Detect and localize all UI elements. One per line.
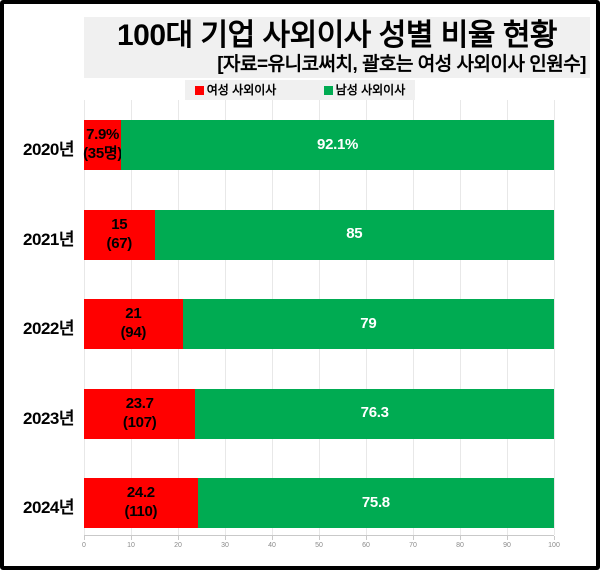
year-label: 2022년 [23, 319, 74, 338]
x-tick-label: 90 [503, 542, 511, 549]
page-subtitle: [자료=유니코써치, 괄호는 여성 사외이사 인원수] [217, 53, 586, 75]
year-label: 2020년 [23, 140, 74, 159]
x-tick-mark [460, 536, 461, 540]
female-bar-label: 15 (67) [106, 215, 133, 252]
female-bar-segment: 15 (67) [84, 209, 155, 260]
female-bar-segment: 21 (94) [84, 299, 183, 349]
x-tick-mark [131, 536, 132, 540]
legend-item-female: 여성 사외이사 [194, 81, 277, 98]
x-tick-mark [272, 536, 273, 540]
female-swatch-icon [194, 86, 204, 95]
header-box: 100대 기업 사외이사 성별 비율 현황 [자료=유니코써치, 괄호는 여성 … [84, 17, 590, 79]
x-tick-label: 80 [456, 542, 464, 549]
male-bar-label: 85 [346, 225, 363, 243]
year-label: 2021년 [23, 229, 74, 249]
male-bar-segment: 79 [182, 299, 554, 349]
x-tick-mark [84, 536, 85, 540]
x-tick-mark [413, 536, 414, 540]
x-tick-mark [554, 536, 555, 540]
x-tick-label: 60 [362, 542, 370, 549]
x-tick-label: 10 [127, 542, 135, 549]
female-bar-segment: 23.7 (107) [84, 388, 196, 439]
x-tick-mark [319, 536, 320, 540]
x-tick-mark [178, 536, 179, 540]
x-axis-line [84, 535, 554, 536]
legend-row: 여성 사외이사 남성 사외이사 [4, 80, 596, 100]
female-bar-segment: 7.9% (35명) [83, 120, 123, 170]
male-bar-segment: 85 [154, 209, 554, 260]
x-tick-mark [225, 536, 226, 540]
male-bar-segment: 76.3 [195, 388, 554, 439]
x-tick-label: 50 [315, 542, 323, 549]
gridline [554, 100, 555, 535]
male-bar-label: 75.8 [361, 493, 390, 511]
male-bar-segment: 92.1% [121, 120, 554, 170]
female-bar-label: 21 (94) [120, 305, 147, 341]
chart-area: 2020년 7.9% (35명) 92.1% 2021년 15 (67) 85 2022년 21(… [4, 4, 596, 566]
female-bar-label: 24.2 (110) [124, 484, 158, 520]
x-tick-label: 20 [174, 542, 182, 549]
x-tick-label: 0 [82, 542, 86, 549]
x-tick-label: 30 [221, 542, 229, 549]
female-bar-segment: 24.2 (110) [84, 478, 198, 528]
year-label: 2023년 [23, 408, 74, 428]
male-swatch-icon [323, 86, 333, 95]
legend-label-male: 남성 사외이사 [335, 83, 406, 97]
x-tick-label: 100 [548, 542, 560, 549]
page-title: 100대 기업 사외이사 성별 비율 현황 [116, 19, 558, 52]
legend: 여성 사외이사 남성 사외이사 [184, 80, 416, 100]
legend-label-female: 여성 사외이사 [206, 83, 277, 97]
x-tick-label: 40 [268, 542, 276, 549]
x-tick-mark [366, 536, 367, 540]
year-label: 2024년 [23, 498, 74, 517]
male-bar-segment: 75.8 [197, 478, 554, 528]
x-tick-label: 70 [409, 542, 417, 549]
male-bar-label: 79 [360, 314, 377, 332]
x-tick-mark [507, 536, 508, 540]
male-bar-label: 92.1% [317, 135, 359, 153]
female-bar-label: 23.7 (107) [122, 394, 157, 431]
legend-item-male: 남성 사외이사 [323, 81, 406, 98]
male-bar-label: 76.3 [360, 404, 389, 422]
female-bar-label: 7.9% (35명) [83, 126, 123, 162]
